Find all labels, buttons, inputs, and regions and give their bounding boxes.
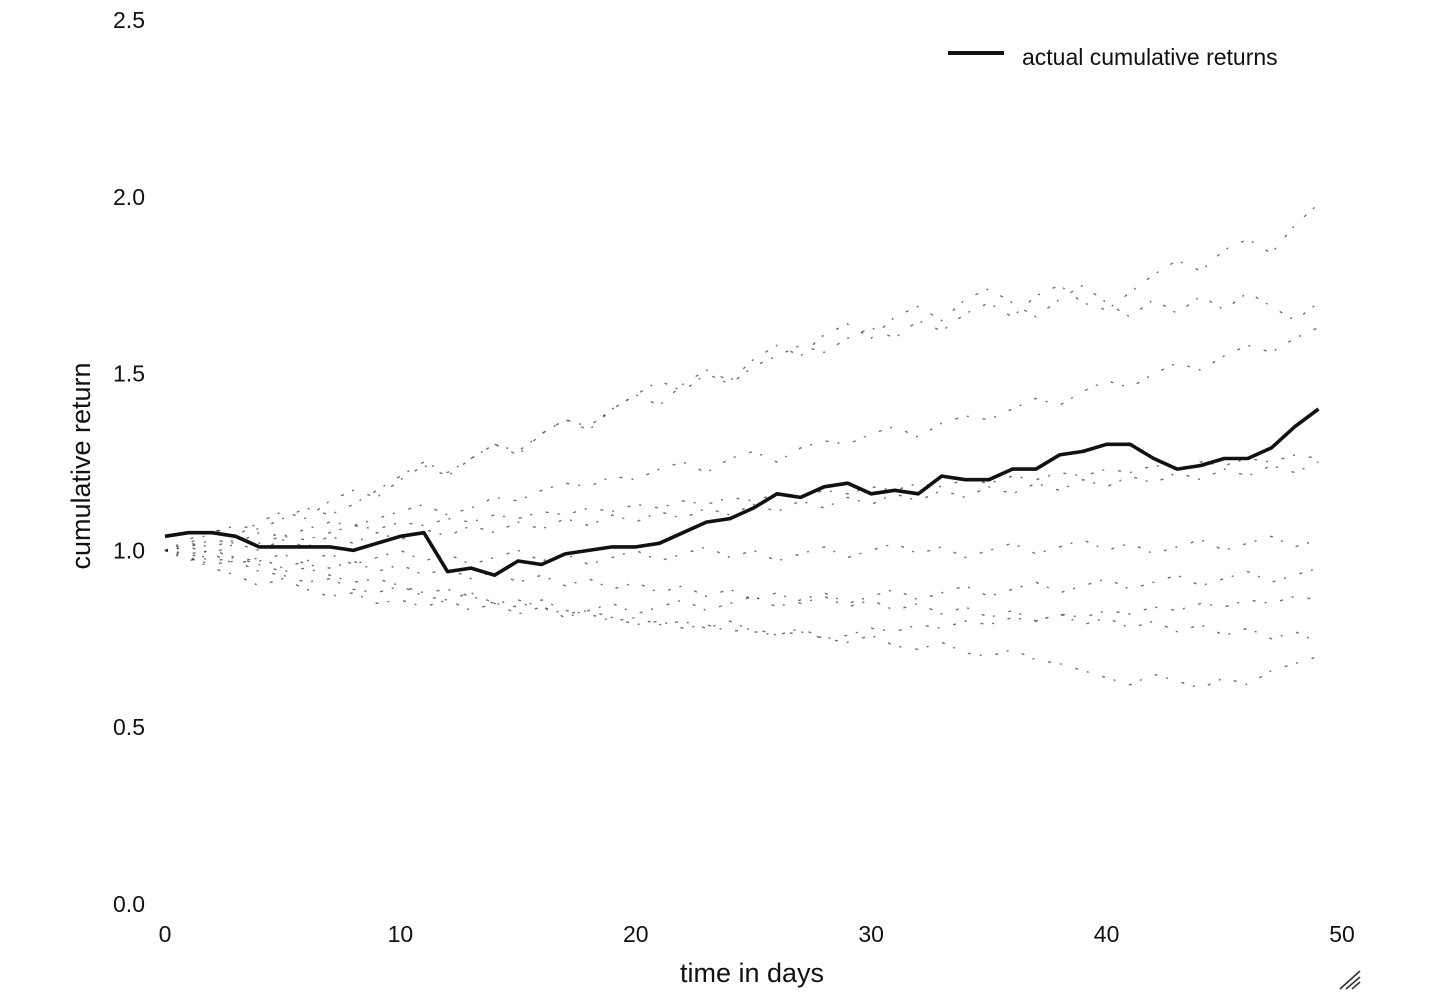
y-tick-label: 0.5	[113, 714, 145, 740]
simulation-path-9	[164, 461, 1319, 555]
x-tick-label: 30	[858, 921, 884, 947]
x-tick-label: 40	[1094, 921, 1120, 947]
x-tick-label: 10	[388, 921, 414, 947]
simulation-path-8	[164, 549, 1319, 619]
simulation-path-6	[164, 535, 1319, 569]
x-axis-label: time in days	[680, 958, 824, 988]
series-line-actual-cumulative-returns	[164, 407, 1320, 578]
simulation-path-5	[164, 454, 1319, 552]
legend-label-actual: actual cumulative returns	[1022, 44, 1278, 70]
simulation-path-10	[164, 549, 1319, 640]
y-tick-label: 0.0	[113, 891, 145, 917]
x-axis-ticks: 0 10 20 30 40 50	[159, 921, 1355, 947]
y-tick-label: 2.0	[113, 184, 145, 210]
legend: actual cumulative returns	[948, 44, 1278, 70]
simulation-paths	[164, 203, 1319, 689]
simulation-path-4	[164, 549, 1319, 643]
y-tick-label: 1.0	[113, 537, 145, 563]
simulation-path-1	[164, 203, 1319, 552]
x-tick-label: 20	[623, 921, 649, 947]
y-axis-label: cumulative return	[66, 362, 96, 569]
y-tick-label: 2.5	[113, 7, 145, 33]
x-tick-label: 0	[159, 921, 172, 947]
resize-grip-icon[interactable]	[1338, 970, 1362, 990]
simulation-path-2	[164, 549, 1319, 689]
y-axis-ticks: 0.0 0.5 1.0 1.5 2.0 2.5	[113, 7, 145, 917]
actual-series-layer	[164, 407, 1320, 578]
simulation-path-7	[164, 284, 1319, 552]
x-tick-label: 50	[1329, 921, 1355, 947]
y-tick-label: 1.5	[113, 361, 145, 387]
simulation-path-3	[164, 326, 1319, 552]
